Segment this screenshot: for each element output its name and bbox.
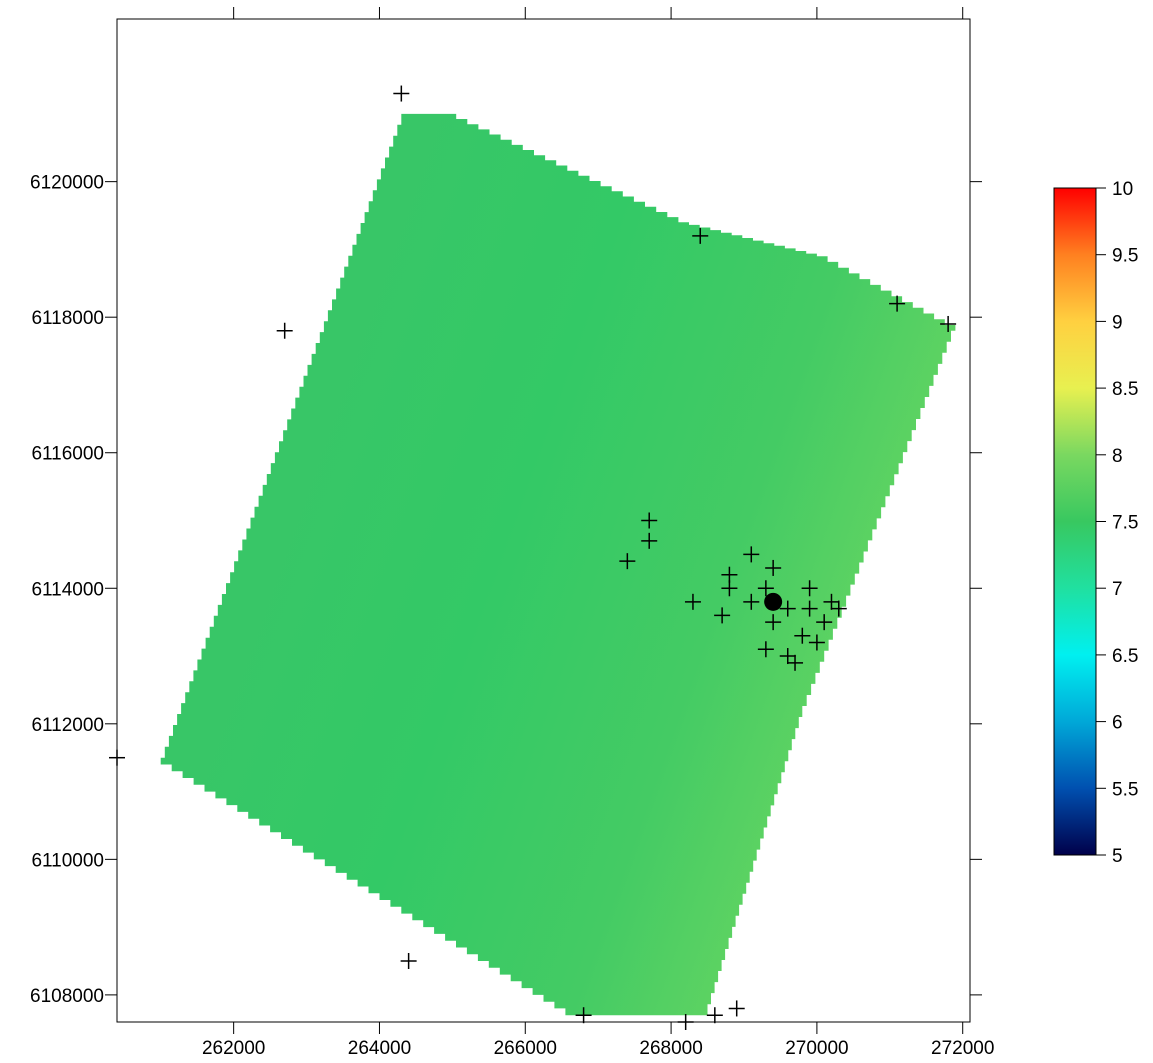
station-marker [779, 648, 796, 665]
station-markers [109, 85, 957, 1030]
station-marker [816, 614, 833, 631]
station-marker [641, 512, 658, 529]
station-marker [830, 600, 847, 617]
station-marker [276, 322, 293, 339]
highlighted-station [764, 592, 783, 611]
station-marker [721, 566, 738, 583]
y-tick-label: 6108000 [30, 986, 104, 1007]
station-marker [721, 580, 738, 597]
x-tick-label: 268000 [639, 1038, 702, 1059]
plot-frame [116, 18, 971, 1023]
y-tick-label: 6116000 [31, 444, 104, 465]
y-tick-label: 6118000 [31, 308, 104, 329]
x-tick-label: 272000 [931, 1038, 994, 1059]
x-tick-label: 266000 [494, 1038, 557, 1059]
colorbar-tick-label: 6.5 [1112, 646, 1138, 667]
station-marker [575, 1007, 592, 1024]
station-marker [940, 315, 957, 332]
x-tick-label: 270000 [785, 1038, 848, 1059]
colorbar-tick-label: 9.5 [1112, 246, 1138, 267]
y-axis-tick-labels: 6108000 6110000 6112000 6114000 6116000 61180… [30, 173, 104, 1007]
station-marker [765, 614, 782, 631]
station-marker [808, 634, 825, 651]
y-tick-label: 6114000 [31, 579, 104, 600]
station-marker [779, 600, 796, 617]
colorbar-tick-label: 10 [1112, 179, 1133, 200]
y-tick-label: 6120000 [30, 173, 104, 194]
y-tick-label: 6112000 [31, 715, 104, 736]
station-marker [728, 1000, 745, 1017]
colorbar-tick-label: 5 [1112, 846, 1123, 867]
colorbar-tick-label: 9 [1112, 312, 1123, 333]
colorbar-tick-label: 8.5 [1112, 379, 1138, 400]
station-marker [743, 546, 760, 563]
station-marker [400, 953, 417, 970]
x-tick-label: 262000 [202, 1038, 265, 1059]
axis-ticks [105, 7, 982, 1034]
station-marker [787, 654, 804, 671]
colorbar [1053, 187, 1097, 856]
station-marker [794, 627, 811, 644]
x-tick-label: 264000 [348, 1038, 411, 1059]
colorbar-tick-label: 7.5 [1112, 513, 1138, 534]
station-marker [714, 607, 731, 624]
colorbar-tick-label: 6 [1112, 713, 1123, 734]
station-marker [641, 532, 658, 549]
colorbar-tick-label: 8 [1112, 446, 1123, 467]
station-marker [109, 749, 125, 766]
station-marker [757, 580, 774, 597]
station-marker [684, 593, 701, 610]
station-marker [823, 593, 840, 610]
station-marker [889, 295, 906, 312]
colorbar-tick-label: 7 [1112, 579, 1123, 600]
y-tick-label: 6110000 [31, 850, 104, 871]
station-marker [801, 600, 818, 617]
station-marker [677, 1014, 694, 1030]
colorbar-ticks: 5 5.5 6 6.5 7 7.5 8 8.5 9 9.5 10 [1096, 179, 1138, 867]
station-marker [393, 85, 410, 102]
x-axis-tick-labels: 262000 264000 266000 268000 270000 272000 [202, 1038, 994, 1059]
colorbar-tick-label: 5.5 [1112, 779, 1138, 800]
station-marker [692, 227, 709, 244]
station-marker [801, 580, 818, 597]
interpolated-surface [160, 113, 956, 1016]
station-marker [743, 593, 760, 610]
station-marker [757, 641, 774, 658]
station-marker [706, 1007, 723, 1024]
station-marker [619, 553, 636, 570]
station-marker [765, 559, 782, 576]
